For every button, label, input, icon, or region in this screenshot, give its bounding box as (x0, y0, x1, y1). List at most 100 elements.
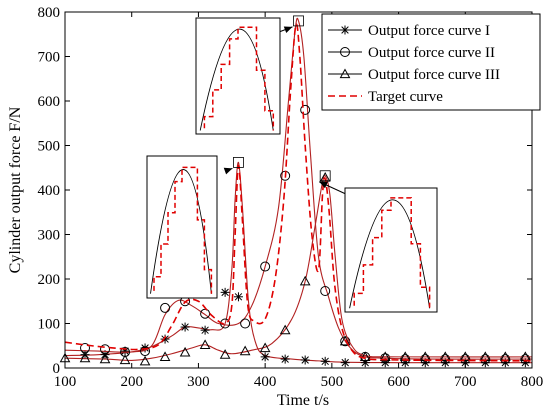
x-axis-label: Time t/s (277, 392, 329, 409)
zoom-inset-1 (146, 155, 244, 299)
inset-target-steps (353, 197, 431, 309)
y-tick-label: 300 (38, 228, 61, 244)
triangle-shape (119, 354, 131, 365)
data-point-circle (400, 354, 411, 365)
triangle-shape (279, 324, 291, 335)
legend-marker (340, 47, 350, 57)
circle-shape (240, 318, 251, 329)
data-point-triangle (79, 352, 91, 363)
data-point-circle (260, 261, 271, 272)
asterisk-stroke (341, 358, 349, 367)
data-point-triangle (159, 351, 171, 361)
legend-marker (340, 25, 350, 35)
x-tick-label: 300 (187, 374, 210, 390)
data-point-circle (200, 308, 211, 319)
data-point-circle (420, 354, 431, 365)
data-point-asterisk (280, 354, 290, 364)
data-point-asterisk (200, 325, 210, 335)
data-point-circle (160, 302, 171, 313)
y-tick-label: 600 (38, 94, 61, 110)
circle-shape (420, 354, 431, 365)
inset-zoom-layer (146, 15, 438, 313)
data-point-asterisk (220, 287, 230, 297)
data-point-asterisk (260, 352, 270, 362)
triangle-shape (159, 351, 171, 361)
data-point-triangle (119, 354, 131, 365)
data-point-triangle (339, 335, 351, 346)
data-point-triangle (279, 324, 291, 335)
circle-shape (300, 104, 311, 115)
circle-shape (480, 354, 491, 365)
inset-target-steps (153, 166, 213, 294)
triangle-shape (299, 275, 311, 286)
series-3-line (64, 174, 533, 361)
y-tick-label: 500 (38, 139, 61, 155)
asterisk-stroke (141, 344, 149, 352)
data-point-circle (240, 318, 251, 329)
triangle-shape (179, 346, 191, 357)
legend-label-2: Output force curve II (368, 45, 495, 61)
data-point-circle (480, 354, 491, 365)
triangle-shape (139, 355, 151, 366)
data-point-triangle (139, 355, 151, 366)
circle-shape (80, 342, 91, 353)
data-point-triangle (179, 346, 191, 357)
data-point-circle (140, 346, 151, 357)
asterisk-stroke (341, 26, 349, 34)
legend: Output force curve I Output force curve … (321, 13, 541, 111)
legend-entry-3: Output force curve III (328, 67, 500, 83)
asterisk-stroke (121, 347, 129, 355)
y-tick-label: 100 (38, 317, 61, 333)
triangle-shape (239, 345, 251, 356)
data-point-triangle (99, 353, 111, 364)
data-point-triangle (299, 275, 311, 286)
zoom-inset-3 (318, 170, 438, 313)
y-tick-label: 800 (38, 5, 61, 21)
zoom-target-box (233, 157, 244, 168)
triangle-shape (359, 351, 371, 361)
asterisk-stroke (321, 357, 329, 366)
data-point-circle (520, 354, 531, 365)
data-point-triangle (459, 351, 471, 361)
triangle-shape (79, 352, 91, 363)
legend-label-1: Output force curve I (368, 23, 490, 39)
asterisk-stroke (301, 356, 309, 364)
circle-shape (440, 354, 451, 365)
series-1-line (64, 161, 533, 364)
circle-shape (520, 354, 531, 365)
circle-shape (160, 302, 171, 313)
triangle-shape (259, 342, 271, 353)
legend-marker-triangle (339, 68, 351, 79)
asterisk-stroke (234, 293, 243, 301)
data-point-circle (300, 104, 311, 115)
zoom-arrow-head (319, 181, 328, 189)
data-point-triangle (439, 351, 451, 361)
data-point-triangle (199, 339, 211, 349)
inset-frame (195, 17, 281, 135)
legend-entry-2: Output force curve II (328, 45, 495, 61)
series-4 (64, 23, 533, 362)
data-point-circle (440, 354, 451, 365)
data-point-triangle (259, 342, 271, 353)
legend-label-3: Output force curve III (368, 67, 500, 83)
circle-shape (340, 47, 350, 57)
data-point-asterisk (233, 292, 243, 302)
series-3 (59, 172, 533, 366)
x-tick-label: 700 (454, 374, 477, 390)
x-tick-label: 800 (521, 374, 544, 390)
asterisk-stroke (221, 288, 229, 297)
data-point-triangle (359, 351, 371, 361)
legend-marker (339, 68, 351, 79)
series-1 (64, 161, 533, 368)
zoom-target-box (319, 170, 331, 182)
data-point-asterisk (300, 355, 310, 365)
x-tick-label: 200 (120, 374, 143, 390)
x-tick-label: 600 (387, 374, 410, 390)
circle-shape (400, 354, 411, 365)
y-axis-label: Cylinder output force F/N (7, 106, 24, 273)
y-tick-label: 0 (53, 361, 61, 377)
axes: 100 200 300 400 500 600 700 8000100200300400500… (38, 5, 544, 390)
circle-shape (200, 308, 211, 319)
circle-shape (320, 286, 331, 297)
